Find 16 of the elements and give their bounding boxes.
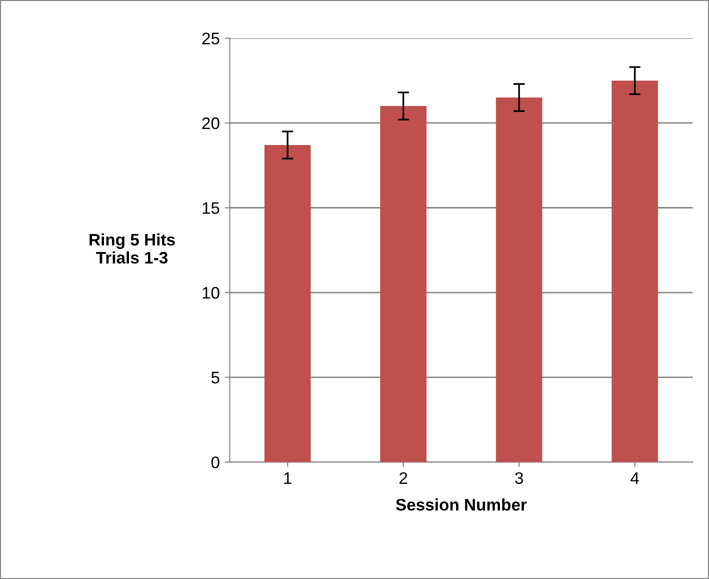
x-tick-label: 1: [284, 472, 292, 484]
y-tick-label: 5: [211, 372, 220, 384]
x-tick-label: 3: [515, 472, 523, 484]
bar: [612, 80, 658, 462]
x-tick-label: 4: [630, 472, 639, 484]
y-tick-label: 10: [202, 286, 220, 299]
y-tick-label: 0: [211, 456, 220, 468]
x-axis-title: Session Number: [396, 498, 527, 511]
y-axis-title: Ring 5 Hits Trials 1-3: [90, 233, 175, 264]
x-tick-label: 2: [400, 472, 408, 484]
bar: [264, 145, 311, 462]
y-tick-label: 25: [202, 32, 220, 44]
y-tick-label: 20: [202, 117, 220, 130]
bar: [496, 98, 542, 462]
bar: [380, 106, 426, 462]
y-tick-label: 15: [202, 202, 220, 214]
